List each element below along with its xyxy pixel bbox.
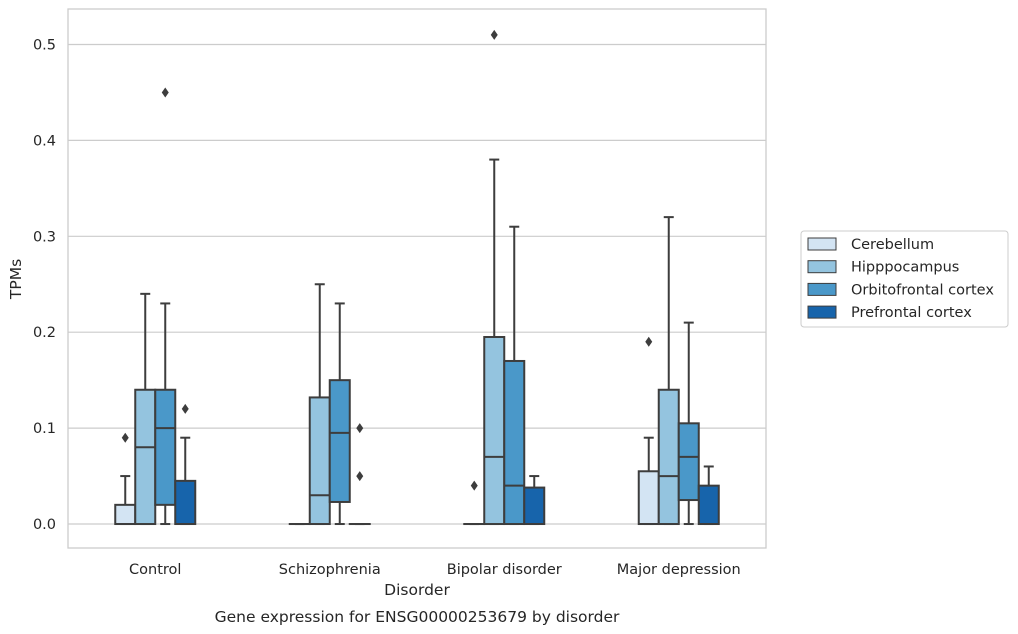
legend-swatch	[807, 237, 837, 251]
box	[503, 359, 526, 526]
x-tick-label: Schizophrenia	[279, 562, 381, 578]
box-group	[503, 225, 526, 526]
chart-caption: Gene expression for ENSG00000253679 by d…	[215, 608, 620, 626]
y-tick-label: 0.4	[33, 133, 56, 149]
x-tick-labels: Control Schizophrenia Bipolar disorder Majo…	[129, 562, 741, 578]
legend-label: Cerebellum	[851, 237, 934, 253]
legend-swatch	[807, 305, 837, 319]
box	[174, 479, 197, 526]
outlier-point	[470, 480, 478, 491]
legend-swatch	[807, 282, 837, 296]
box-group	[154, 87, 177, 526]
box	[657, 388, 680, 526]
outlier-point	[490, 29, 498, 40]
x-tick-label: Bipolar disorder	[447, 562, 562, 578]
box	[677, 422, 700, 502]
x-axis-label: Disorder	[384, 581, 450, 599]
box-group	[677, 321, 700, 526]
y-tick-labels: 0.0 0.1 0.2 0.3 0.4 0.5	[33, 37, 56, 533]
box-group	[134, 292, 157, 526]
plot-frame	[67, 8, 767, 549]
y-tick-label: 0.2	[33, 325, 56, 341]
y-tick-label: 0.3	[33, 229, 56, 245]
y-tick-label: 0.0	[33, 517, 56, 533]
outlier-point	[121, 432, 129, 443]
box-group	[174, 403, 197, 526]
box-group	[348, 423, 371, 526]
box-group	[637, 336, 660, 526]
legend-label: Hipppocampus	[851, 260, 959, 276]
x-tick-label: Major depression	[617, 562, 741, 578]
box-group	[114, 432, 137, 526]
box	[134, 388, 157, 526]
x-tick-label: Control	[129, 562, 181, 578]
box	[697, 484, 720, 526]
box-group	[308, 283, 331, 526]
legend-label: Prefrontal cortex	[851, 305, 972, 321]
box-group	[523, 475, 546, 526]
y-tick-label: 0.5	[33, 37, 56, 53]
outlier-point	[181, 403, 189, 414]
y-tick-label: 0.1	[33, 421, 56, 437]
outlier-point	[161, 87, 169, 98]
box-group	[483, 29, 506, 526]
plot-marks	[114, 29, 720, 526]
box	[483, 336, 506, 526]
outlier-point	[356, 471, 364, 482]
box	[637, 470, 660, 526]
box	[523, 486, 546, 526]
box	[154, 388, 177, 506]
legend-label: Orbitofrontal cortex	[851, 282, 994, 298]
outlier-point	[356, 423, 364, 434]
legend: Cerebellum Hipppocampus Orbitofrontal cort…	[800, 230, 1009, 328]
box	[328, 379, 351, 503]
legend-swatch	[807, 260, 837, 274]
box-group	[328, 302, 351, 526]
box-group	[657, 216, 680, 526]
box-group	[463, 480, 486, 526]
box	[308, 396, 331, 526]
box	[114, 503, 137, 526]
y-axis-label: TPMs	[7, 259, 25, 300]
box-group	[697, 465, 720, 526]
legend-frame	[800, 230, 1009, 328]
outlier-point	[645, 336, 653, 347]
